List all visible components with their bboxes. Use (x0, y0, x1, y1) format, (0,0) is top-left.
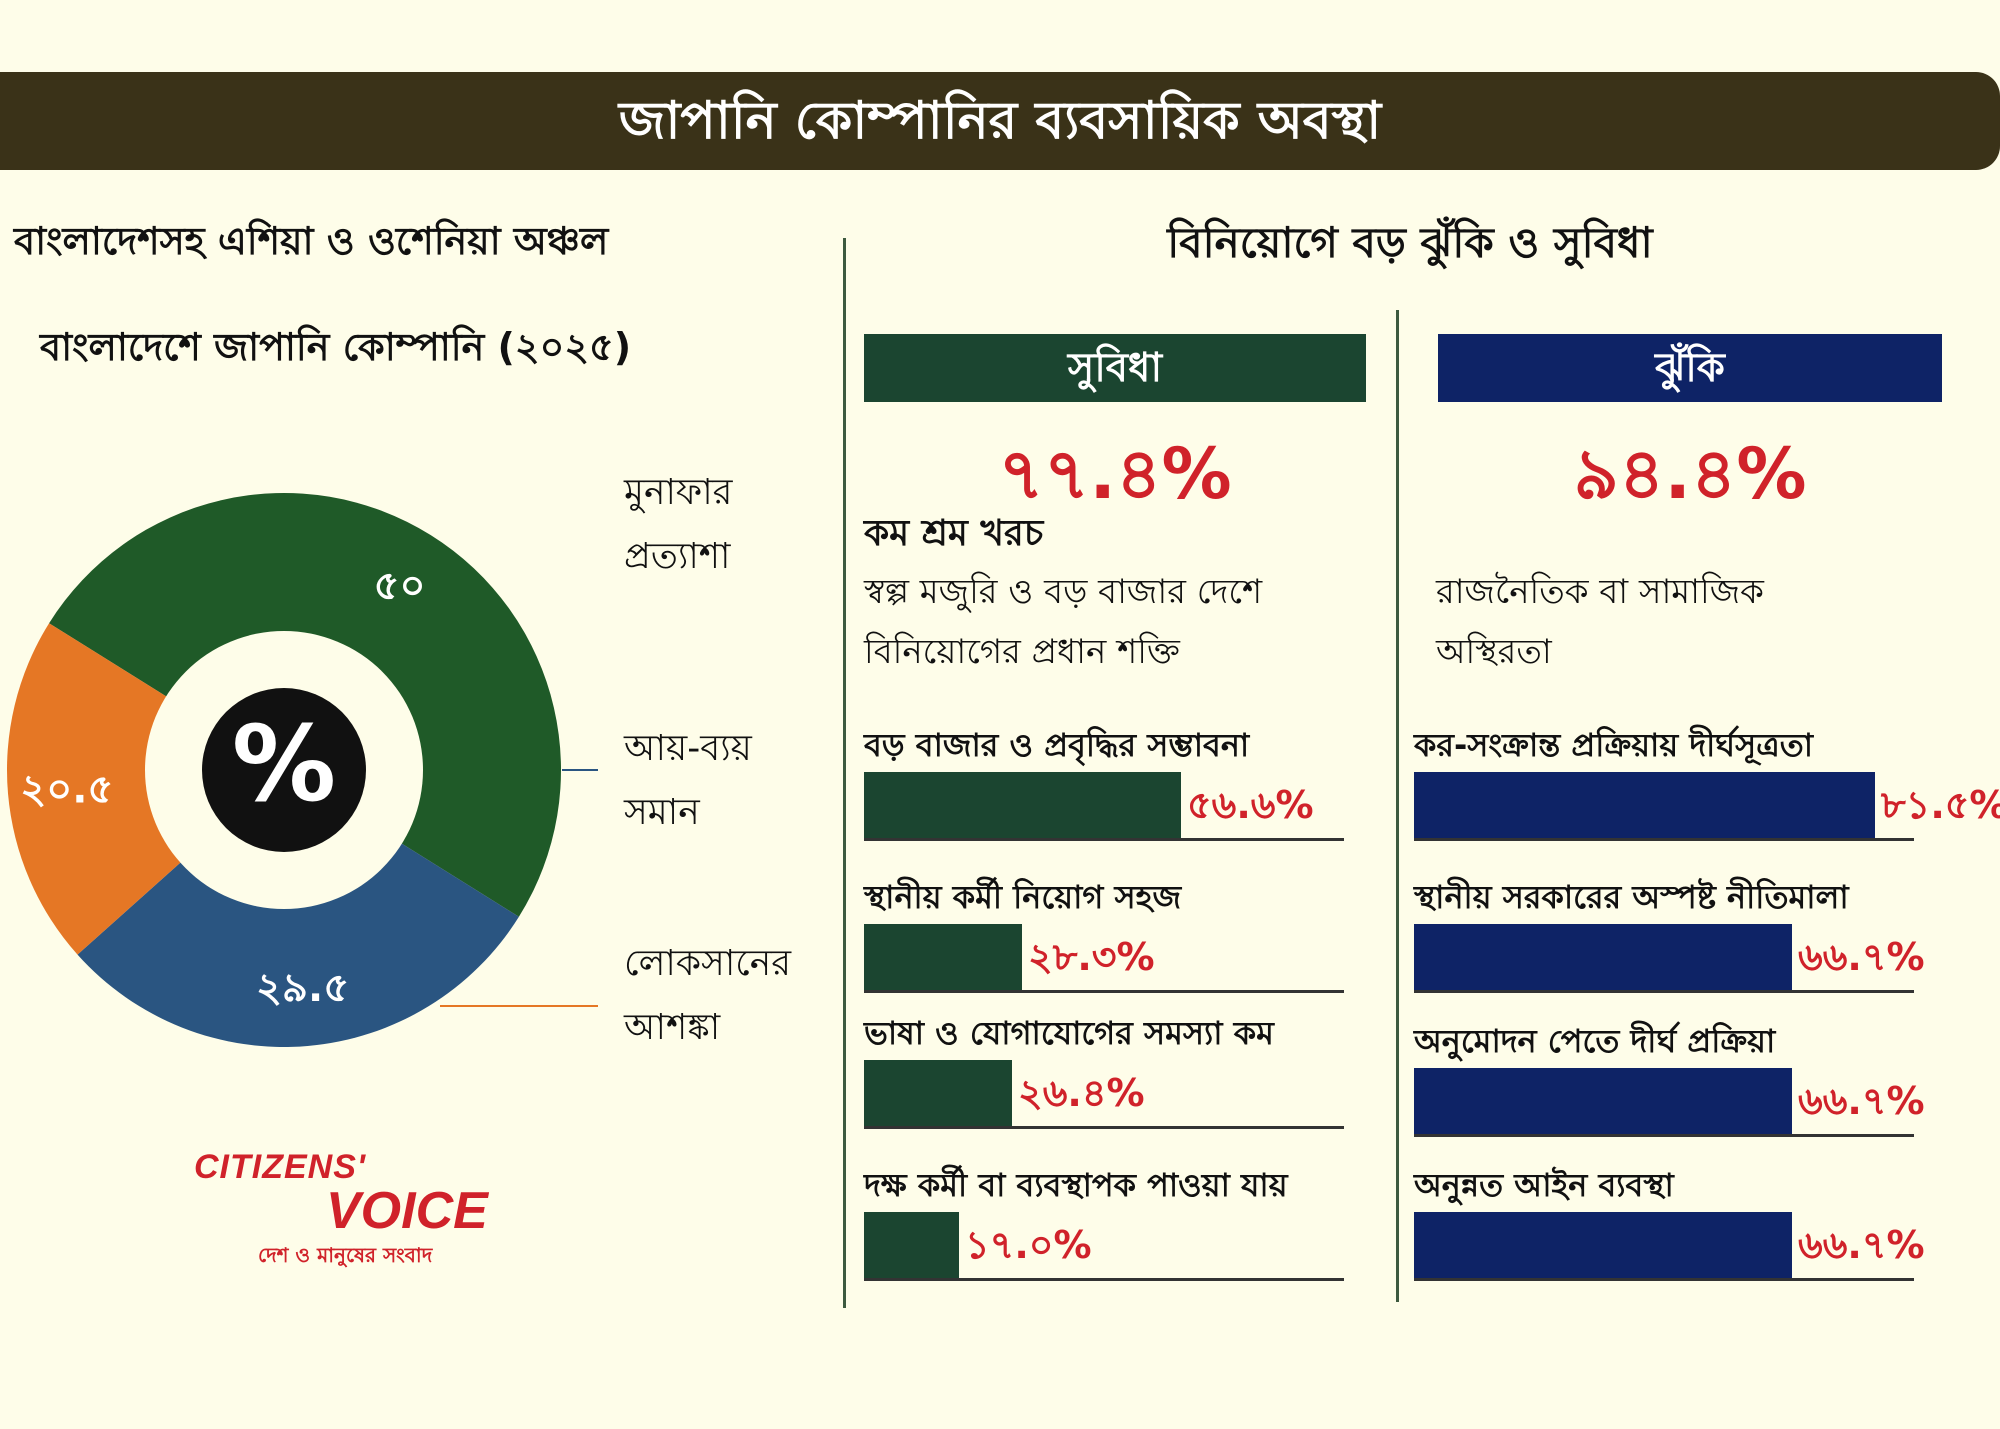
column-divider (1396, 310, 1399, 1302)
advantage-baseline-3 (864, 1278, 1344, 1281)
risks-top-value: ৯৪.৪% (1573, 433, 1807, 515)
percent-symbol: % (232, 703, 336, 825)
advantage-baseline-1 (864, 990, 1344, 993)
legend-loss-line2: আশঙ্কা (624, 1007, 721, 1048)
risk-label-0: কর-সংক্রান্ত প্রক্রিয়ায় দীর্ঘসূত্রতা (1414, 726, 1814, 764)
pie-slice-breakeven (77, 770, 519, 1047)
risk-bar-0 (1414, 772, 1875, 838)
risk-label-3: অনুন্নত আইন ব্যবস্থা (1414, 1166, 1674, 1204)
pie-label-breakeven: ২৯.৫ (256, 965, 349, 1011)
legend-breakeven: আয়-ব্যয় সমান (624, 717, 752, 845)
advantage-baseline-0 (864, 838, 1344, 841)
legend-loss-line1: লোকসানের (624, 943, 792, 984)
advantages-description: স্বল্প মজুরি ও বড় বাজার দেশে বিনিয়োগের… (864, 562, 1262, 682)
left-heading: বাংলাদেশসহ এশিয়া ও ওশেনিয়া অঞ্চল (14, 219, 609, 263)
legend-profit-line2: প্রত্যাশা (624, 536, 731, 577)
risks-header: ঝুঁকি (1438, 334, 1942, 402)
right-heading: বিনিয়োগে বড় ঝুঁকি ও সুবিধা (1167, 218, 1653, 267)
advantages-header: সুবিধা (864, 334, 1366, 402)
pie-title: বাংলাদেশে জাপানি কোম্পানি (২০২৫) (40, 325, 632, 369)
advantages-description-line1: স্বল্প মজুরি ও বড় বাজার দেশে (864, 572, 1263, 612)
legend-breakeven-line2: সমান (624, 792, 700, 833)
risk-value-1: ৬৬.৭% (1798, 935, 1925, 979)
pie-label-loss: ২০.৫ (20, 767, 113, 813)
risk-bar-1 (1414, 924, 1792, 990)
risk-label-2: অনুমোদন পেতে দীর্ঘ প্রক্রিয়া (1414, 1022, 1776, 1060)
advantage-value-1: ২৮.৩% (1028, 935, 1155, 979)
citizens-voice-logo: CITIZENS' VOICE দেশ ও মানুষের সংবাদ (190, 1148, 530, 1278)
logo-tagline: দেশ ও মানুষের সংবাদ (258, 1243, 433, 1267)
advantage-label-2: ভাষা ও যোগাযোগের সমস্যা কম (864, 1014, 1274, 1052)
risks-description-line1: রাজনৈতিক বা সামাজিক (1436, 572, 1764, 612)
risk-bar-2 (1414, 1068, 1792, 1134)
percent-circle (202, 688, 366, 852)
legend-profit-line1: মুনাফার (624, 472, 733, 513)
advantage-value-3: ১৭.০% (965, 1223, 1092, 1267)
advantage-bar-1 (864, 924, 1022, 990)
risk-label-1: স্থানীয় সরকারের অস্পষ্ট নীতিমালা (1414, 878, 1849, 916)
risk-value-3: ৬৬.৭% (1798, 1223, 1925, 1267)
advantage-bar-2 (864, 1060, 1012, 1126)
risk-baseline-3 (1414, 1278, 1914, 1281)
advantage-bar-3 (864, 1212, 959, 1278)
advantage-bar-0 (864, 772, 1181, 838)
advantage-label-0: বড় বাজার ও প্রবৃদ্ধির সম্ভাবনা (864, 726, 1250, 764)
advantage-label-1: স্থানীয় কর্মী নিয়োগ সহজ (864, 878, 1182, 916)
risk-baseline-2 (1414, 1134, 1914, 1137)
risk-bar-3 (1414, 1212, 1792, 1278)
pie-slice-loss (6, 623, 284, 955)
legend-loss: লোকসানের আশঙ্কা (624, 932, 791, 1060)
risk-baseline-1 (1414, 990, 1914, 993)
advantages-top-label: কম শ্রম খরচ (864, 513, 1044, 554)
risks-description: রাজনৈতিক বা সামাজিক অস্থিরতা (1436, 562, 1764, 682)
page-title: জাপানি কোম্পানির ব্যবসায়িক অবস্থা (618, 91, 1382, 151)
legend-profit: মুনাফার প্রত্যাশা (624, 461, 732, 589)
risk-value-0: ৮১.৫% (1881, 783, 2000, 827)
advantage-value-2: ২৬.৪% (1018, 1071, 1145, 1115)
advantages-description-line2: বিনিয়োগের প্রধান শক্তি (864, 632, 1180, 672)
risk-value-2: ৬৬.৭% (1798, 1079, 1925, 1123)
legend-breakeven-line1: আয়-ব্যয় (624, 728, 752, 769)
risks-description-line2: অস্থিরতা (1436, 632, 1552, 672)
advantages-top-value: ৭৭.৪% (998, 433, 1232, 515)
advantage-value-0: ৫৬.৬% (1187, 783, 1314, 827)
pie-label-profit: ৫০ (374, 563, 426, 609)
title-bar (0, 72, 2000, 170)
donut-chart: % ৫০ ২৯.৫ ২০.৫ (6, 493, 598, 1047)
logo-line1: CITIZENS' (194, 1148, 366, 1186)
section-divider (843, 238, 846, 1308)
advantage-baseline-2 (864, 1126, 1344, 1129)
risk-baseline-0 (1414, 838, 1914, 841)
logo-line2: VOICE (326, 1182, 488, 1240)
advantage-label-3: দক্ষ কর্মী বা ব্যবস্থাপক পাওয়া যায় (864, 1166, 1288, 1204)
